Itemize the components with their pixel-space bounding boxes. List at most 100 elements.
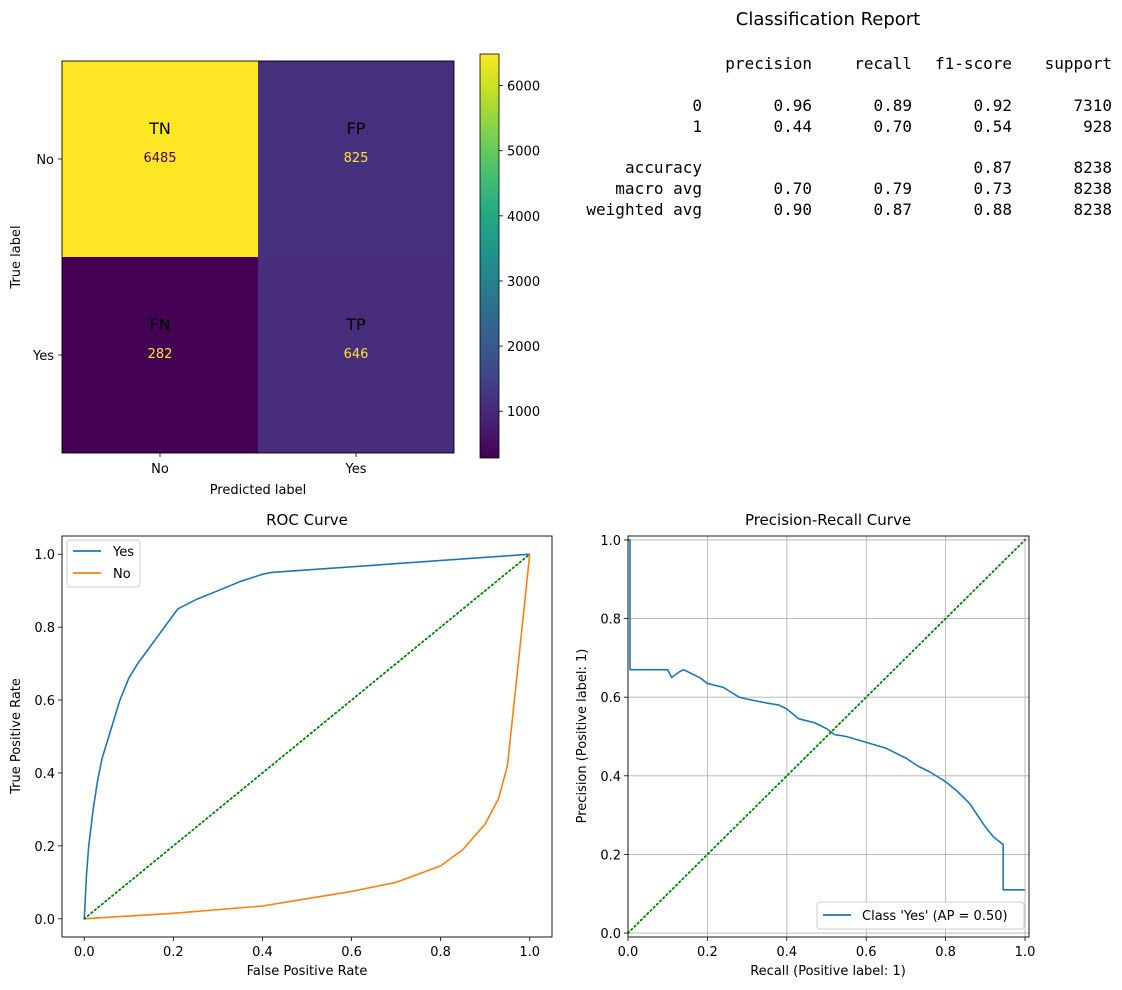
roc-ytick-label: 0.4 xyxy=(34,767,55,782)
pr-xtick-label: 0.2 xyxy=(697,945,718,960)
colorbar-tick-label: 4000 xyxy=(507,210,540,225)
roc-series-yes xyxy=(83,553,530,919)
report-row-label-macro-avg: macro avg xyxy=(615,179,702,198)
roc-xlabel: False Positive Rate xyxy=(247,964,368,979)
pr-legend: Class 'Yes' (AP = 0.50) xyxy=(816,901,1025,930)
cm-frame xyxy=(61,60,455,454)
cm-ytick-label: No xyxy=(36,153,54,168)
report-cell-0-f1-score: 0.92 xyxy=(973,96,1012,115)
cm-cell-tn xyxy=(62,61,258,257)
report-cell-accuracy-support: 8238 xyxy=(1073,158,1112,177)
cm-ylabel: True label xyxy=(9,225,24,289)
report-cell-0-precision: 0.96 xyxy=(773,96,812,115)
pr-ytick-label: 0.6 xyxy=(600,691,621,706)
report-row-label-accuracy: accuracy xyxy=(625,158,702,177)
roc-ytick-label: 1.0 xyxy=(34,548,55,563)
roc-xtick-label: 1.0 xyxy=(519,945,540,960)
pr-series-class-yes-ap-0-50 xyxy=(628,539,1026,891)
cm-cell-fp xyxy=(258,61,454,257)
roc-ytick-label: 0.6 xyxy=(34,694,55,709)
roc-xtick-label: 0.6 xyxy=(341,945,362,960)
cm-cell-count-tp: 646 xyxy=(344,347,369,362)
roc-ytick-label: 0.0 xyxy=(34,913,55,928)
report-row-label-0: 0 xyxy=(692,96,702,115)
roc-xtick-label: 0.8 xyxy=(430,945,451,960)
report-cell-macro-avg-support: 8238 xyxy=(1073,179,1112,198)
pr-legend-label: Class 'Yes' (AP = 0.50) xyxy=(862,909,1008,924)
roc-ytick-label: 0.2 xyxy=(34,840,55,855)
report-cell-weighted-avg-support: 8238 xyxy=(1073,200,1112,219)
report-cell-weighted-avg-recall: 0.87 xyxy=(873,200,912,219)
pr-chart: Precision-Recall Curve 0.0 0.2 0.4 0.6 0.8 1.… xyxy=(575,511,1035,979)
roc-series-chance-line xyxy=(83,553,531,920)
confusion-matrix: TN 6485 FP 825 FN 282 TP 646 No Yes No Yes Predict… xyxy=(9,60,455,498)
pr-xtick-label: 0.6 xyxy=(856,945,877,960)
colorbar: 1000 2000 3000 4000 5000 6000 xyxy=(479,53,540,459)
pr-ytick-label: 0.8 xyxy=(600,613,621,628)
roc-xtick-label: 0.4 xyxy=(252,945,273,960)
cm-ytick-label: Yes xyxy=(32,349,54,364)
pr-xtick-label: 0.4 xyxy=(776,945,797,960)
cm-cell-code-tp: TP xyxy=(345,315,366,334)
report-cell-1-precision: 0.44 xyxy=(773,117,812,136)
report-row-label-1: 1 xyxy=(692,117,702,136)
roc-xtick-label: 0.0 xyxy=(74,945,95,960)
cm-cell-count-fn: 282 xyxy=(148,347,173,362)
cm-xtick-label: Yes xyxy=(345,462,367,477)
colorbar-tick-label: 1000 xyxy=(507,405,540,420)
cm-cell-code-fp: FP xyxy=(347,119,366,138)
pr-xtick-label: 1.0 xyxy=(1015,945,1036,960)
colorbar-tick-label: 2000 xyxy=(507,340,540,355)
pr-ytick-label: 0.4 xyxy=(600,770,621,785)
report-cell-macro-avg-f1-score: 0.73 xyxy=(973,179,1012,198)
cm-cell-code-fn: FN xyxy=(149,315,170,334)
report-title: Classification Report xyxy=(736,9,921,30)
report-cell-accuracy-f1-score: 0.87 xyxy=(973,158,1012,177)
report-cell-0-support: 7310 xyxy=(1073,96,1112,115)
pr-series-chance-line xyxy=(628,539,1026,934)
cm-cell-fn xyxy=(62,257,258,453)
colorbar-tick-label: 5000 xyxy=(507,145,540,160)
report-cell-1-support: 928 xyxy=(1083,117,1112,136)
roc-xtick-label: 0.2 xyxy=(163,945,184,960)
pr-xtick-label: 0.0 xyxy=(618,945,639,960)
pr-ylabel: Precision (Positive label: 1) xyxy=(575,649,590,824)
pr-ytick-label: 0.2 xyxy=(600,848,621,863)
report-header-f1-score: f1-score xyxy=(935,54,1012,73)
roc-title: ROC Curve xyxy=(266,511,348,529)
pr-ytick-label: 1.0 xyxy=(600,534,621,549)
colorbar-gradient xyxy=(479,53,500,459)
roc-frame xyxy=(61,535,553,938)
report-cell-0-recall: 0.89 xyxy=(873,96,912,115)
report-cell-macro-avg-precision: 0.70 xyxy=(773,179,812,198)
report-header-support: support xyxy=(1045,54,1112,73)
report-header-precision: precision xyxy=(725,54,812,73)
cm-xlabel: Predicted label xyxy=(210,483,307,498)
colorbar-tick-label: 3000 xyxy=(507,275,540,290)
pr-title: Precision-Recall Curve xyxy=(745,511,911,529)
cm-cell-count-tn: 6485 xyxy=(143,151,176,166)
roc-legend-label-no: No xyxy=(113,567,131,582)
pr-xtick-label: 0.8 xyxy=(935,945,956,960)
roc-legend: Yes No xyxy=(66,539,141,588)
report-row-label-weighted-avg: weighted avg xyxy=(586,200,702,219)
pr-ytick-label: 0.0 xyxy=(600,927,621,942)
report-cell-macro-avg-recall: 0.79 xyxy=(873,179,912,198)
pr-legend-box xyxy=(816,901,1025,930)
roc-chart: ROC Curve 0.0 0.2 0.4 0.6 0.8 1.0 0.0 0.2 0.4 0.6… xyxy=(9,511,553,979)
report-cell-1-recall: 0.70 xyxy=(873,117,912,136)
roc-ylabel: True Positive Rate xyxy=(9,678,24,795)
report-cell-weighted-avg-precision: 0.90 xyxy=(773,200,812,219)
roc-series-no xyxy=(84,554,531,920)
pr-frame xyxy=(627,535,1030,938)
pr-xlabel: Recall (Positive label: 1) xyxy=(750,964,906,979)
cm-cell-code-tn: TN xyxy=(148,119,171,138)
report-cell-weighted-avg-f1-score: 0.88 xyxy=(973,200,1012,219)
report-header-recall: recall xyxy=(854,54,912,73)
cm-cell-tp xyxy=(258,257,454,453)
colorbar-tick-label: 6000 xyxy=(507,80,540,95)
classification-report: Classification Report precision recall f1-… xyxy=(586,9,1112,219)
roc-ytick-label: 0.8 xyxy=(34,621,55,636)
roc-legend-label-yes: Yes xyxy=(112,545,134,560)
